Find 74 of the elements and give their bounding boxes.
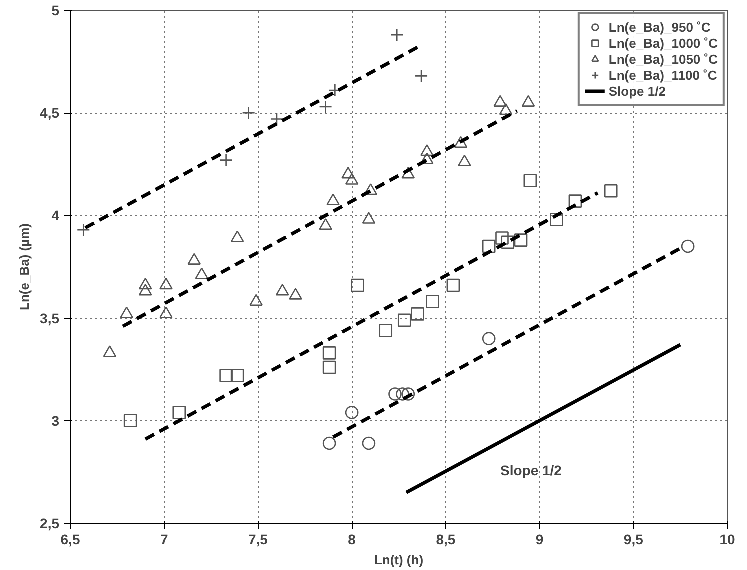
point [124,414,138,428]
y-axis-title: Ln(e_Ba) (µm) [17,224,32,310]
legend-label: Ln(e_Ba)_1000 ˚C [608,35,718,51]
point [362,436,376,450]
point [514,234,528,247]
x-tick-label: 7,5 [248,532,268,548]
point [524,174,538,188]
point [499,103,513,116]
point [426,295,440,309]
y-tick-label: 2,5 [40,516,60,532]
point [120,306,134,318]
point [326,194,340,206]
point [458,154,472,166]
point [494,95,508,107]
point [522,95,536,107]
point [138,284,152,296]
point [379,324,393,338]
point [103,346,117,358]
point [342,167,355,179]
point [230,230,244,242]
x-tick-label: 9 [536,532,544,548]
point [345,173,359,185]
point [195,268,209,280]
point [420,144,434,156]
point [496,232,509,245]
x-tick-label: 8,5 [436,532,456,548]
x-tick-label: 7 [160,532,168,548]
y-tick-label: 4,5 [40,105,60,122]
point [351,278,364,292]
point [568,194,582,208]
point [420,152,434,164]
point [322,436,336,450]
legend-label: Ln(e_Ba)_1100 ˚C [608,67,718,83]
point [411,308,424,321]
point [172,406,186,420]
x-tick-label: 9,5 [624,532,644,548]
point [501,236,515,250]
point [402,167,416,179]
x-axis-title: Ln(t) (h) [374,552,424,568]
point [322,360,336,374]
point [550,213,564,226]
point [482,240,496,254]
point [160,306,173,318]
point [138,278,152,290]
legend-label: Ln(e_Ba)_1050 ˚C [608,51,718,67]
point [388,388,402,401]
y-tick-label: 3 [52,412,60,429]
legend-label: Ln(e_Ba)_950 ˚C [608,19,711,35]
point [276,284,290,296]
y-tick-label: 5 [52,2,60,18]
point [250,294,263,306]
point [220,369,233,382]
point [289,288,302,300]
x-tick-label: 6,5 [60,532,80,548]
point [345,406,359,420]
point [362,212,376,224]
point [322,346,336,360]
y-tick-label: 4 [52,208,60,224]
point [482,332,496,346]
legend-label: Slope 1/2 [608,83,666,99]
point [398,314,412,327]
x-tick-label: 8 [348,532,356,548]
point [604,184,618,198]
x-tick-label: 10 [720,532,736,548]
point [160,278,173,290]
point [230,369,244,382]
y-tick-label: 3,5 [40,310,60,326]
annotation: Slope 1/2 [500,462,562,478]
point [319,218,332,230]
point [446,278,460,292]
point [402,388,416,401]
point [188,253,202,265]
point [681,240,695,254]
point [454,136,468,148]
